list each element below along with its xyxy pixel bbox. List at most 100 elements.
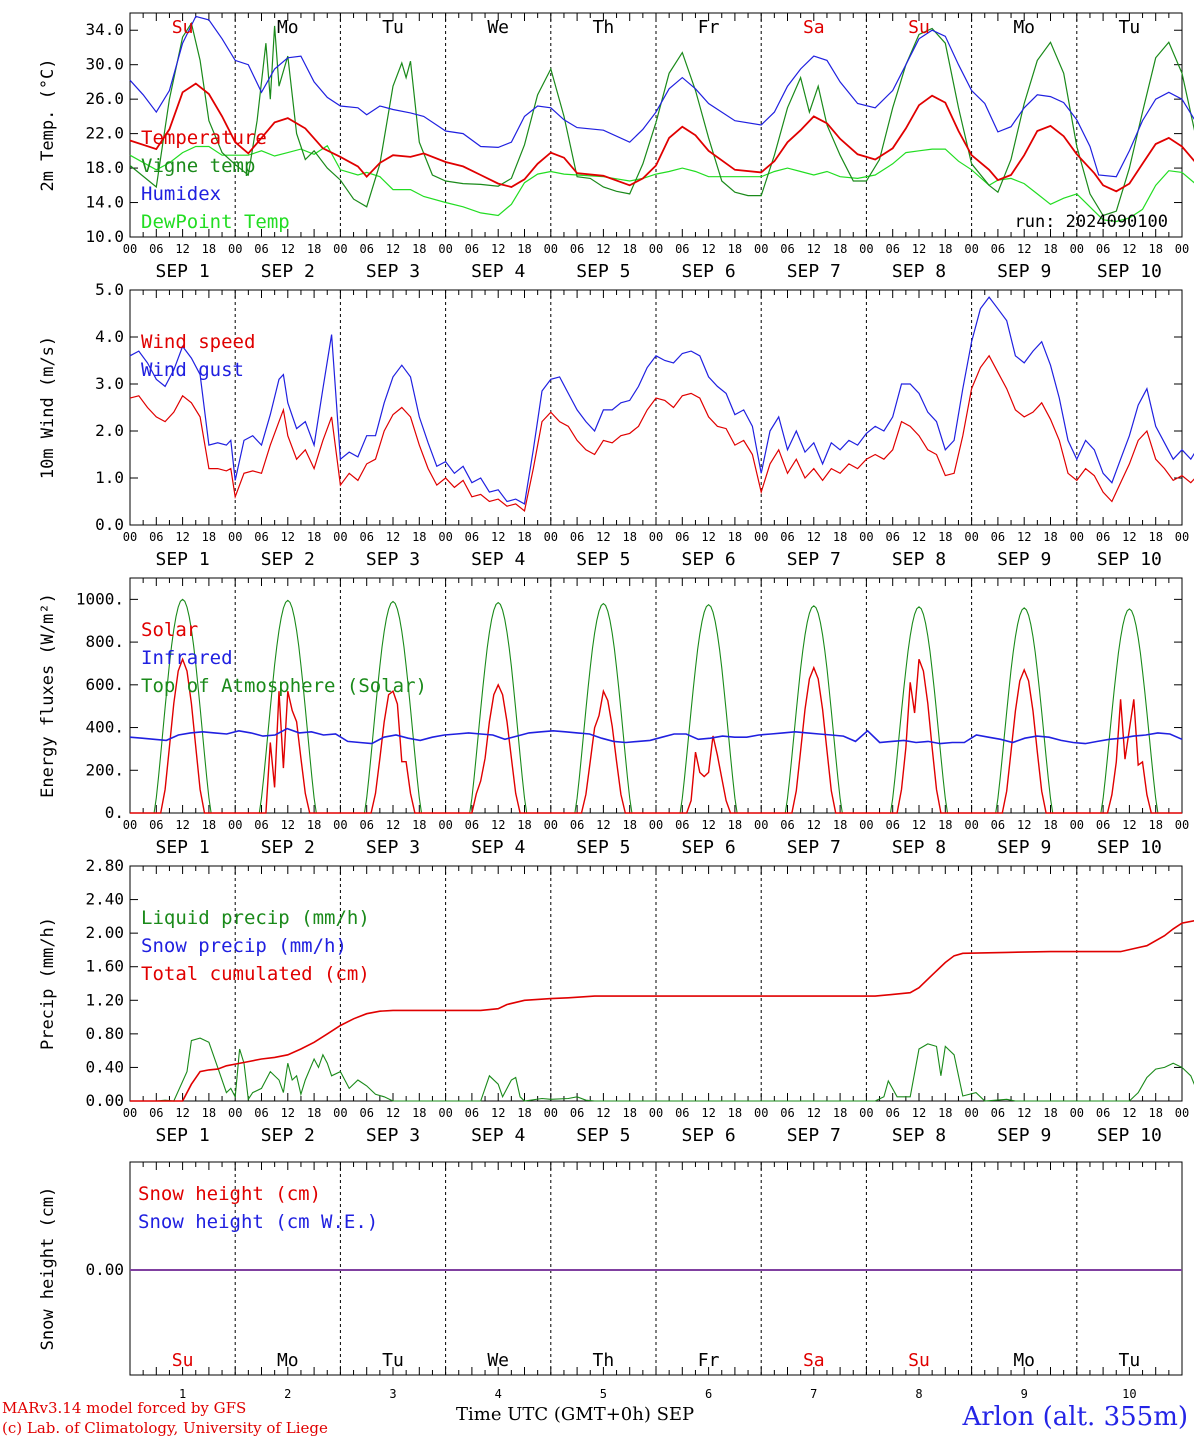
hour-tick-label: 06 xyxy=(570,818,584,832)
legend-entry: Solar xyxy=(141,619,198,641)
date-label: SEP 4 xyxy=(471,549,525,570)
hour-tick-label: 18 xyxy=(622,242,636,256)
hour-tick-label: 12 xyxy=(175,530,189,544)
hour-tick-label: 06 xyxy=(465,242,479,256)
hour-tick-label: 12 xyxy=(912,530,926,544)
hour-tick-label: 06 xyxy=(675,818,689,832)
hour-tick-label: 18 xyxy=(202,818,216,832)
hour-tick-label: 12 xyxy=(1017,818,1031,832)
hour-tick-label: 18 xyxy=(202,1106,216,1120)
y-tick-label: 0. xyxy=(105,803,124,822)
hour-tick-label: 00 xyxy=(859,818,873,832)
hour-tick-label: 12 xyxy=(386,818,400,832)
y-tick-label: 0.80 xyxy=(85,1024,124,1043)
legend-entry: Humidex xyxy=(141,183,221,205)
date-label: SEP 4 xyxy=(471,1125,525,1146)
hour-tick-label: 12 xyxy=(386,530,400,544)
day-name-bottom: We xyxy=(487,1350,509,1371)
legend-entry: Top of Atmosphere (Solar) xyxy=(141,675,427,697)
day-number: 9 xyxy=(1021,1387,1028,1401)
date-label: SEP 1 xyxy=(156,837,210,858)
hour-tick-label: 06 xyxy=(885,1106,899,1120)
hour-tick-label: 18 xyxy=(938,1106,952,1120)
date-label: SEP 2 xyxy=(261,1125,315,1146)
hour-tick-label: 12 xyxy=(701,818,715,832)
hour-tick-label: 06 xyxy=(991,818,1005,832)
hour-tick-label: 18 xyxy=(938,530,952,544)
hour-tick-label: 06 xyxy=(780,530,794,544)
hour-tick-label: 12 xyxy=(1122,818,1136,832)
y-tick-label: 1.0 xyxy=(95,468,124,487)
legend-entry: Infrared xyxy=(141,647,233,669)
hour-tick-label: 18 xyxy=(1043,818,1057,832)
date-label: SEP 7 xyxy=(787,549,841,570)
date-label: SEP 10 xyxy=(1097,549,1162,570)
y-tick-label: 200. xyxy=(85,760,124,779)
y-axis-label: Precip (mm/h) xyxy=(38,917,58,1050)
hour-tick-label: 18 xyxy=(728,242,742,256)
hour-tick-label: 00 xyxy=(964,242,978,256)
date-label: SEP 6 xyxy=(682,261,736,282)
y-tick-label: 30.0 xyxy=(85,55,124,74)
panel-4: 00 06 12 18 00 06 12 18 00 06 12 18 00 06 12 18 00 06 12 18… xyxy=(38,856,1194,1146)
y-tick-label: 26.0 xyxy=(85,89,124,108)
date-label: SEP 4 xyxy=(471,837,525,858)
hour-tick-label: 12 xyxy=(701,242,715,256)
hour-tick-label: 12 xyxy=(596,1106,610,1120)
hour-tick-label: 00 xyxy=(228,818,242,832)
hour-tick-label: 12 xyxy=(807,1106,821,1120)
day-name-top: Fr xyxy=(698,17,720,38)
day-name-bottom: Tu xyxy=(1119,1350,1141,1371)
hour-tick-label: 06 xyxy=(254,530,268,544)
hour-tick-label: 12 xyxy=(1017,1106,1031,1120)
date-label: SEP 10 xyxy=(1097,837,1162,858)
hour-tick-label: 00 xyxy=(1175,242,1189,256)
day-name-bottom: Tu xyxy=(382,1350,404,1371)
x-axis-title: Time UTC (GMT+0h) SEP xyxy=(456,1404,695,1425)
y-tick-label: 4.0 xyxy=(95,327,124,346)
hour-tick-label: 06 xyxy=(570,530,584,544)
day-name-top: Sa xyxy=(803,17,825,38)
y-tick-label: 34.0 xyxy=(85,20,124,39)
date-label: SEP 1 xyxy=(156,1125,210,1146)
hour-tick-label: 18 xyxy=(202,530,216,544)
hour-tick-label: 12 xyxy=(912,818,926,832)
date-label: SEP 6 xyxy=(682,1125,736,1146)
series-line xyxy=(130,919,1194,1102)
hour-tick-label: 12 xyxy=(596,242,610,256)
hour-tick-label: 00 xyxy=(1070,530,1084,544)
legend-entry: Snow height (cm) xyxy=(138,1183,321,1205)
y-tick-label: 0.00 xyxy=(85,1091,124,1110)
hour-tick-label: 12 xyxy=(1122,530,1136,544)
date-label: SEP 5 xyxy=(576,261,630,282)
hour-tick-label: 00 xyxy=(1175,530,1189,544)
date-label: SEP 6 xyxy=(682,837,736,858)
legend-entry: Liquid precip (mm/h) xyxy=(141,907,370,929)
hour-tick-label: 00 xyxy=(544,242,558,256)
hour-tick-label: 06 xyxy=(149,242,163,256)
date-label: SEP 5 xyxy=(576,1125,630,1146)
y-axis-label: 10m Wind (m/s) xyxy=(38,336,58,479)
hour-tick-label: 18 xyxy=(728,530,742,544)
hour-tick-label: 00 xyxy=(754,818,768,832)
hour-tick-label: 18 xyxy=(412,242,426,256)
date-label: SEP 6 xyxy=(682,549,736,570)
y-tick-label: 0.00 xyxy=(85,1260,124,1279)
y-tick-label: 2.00 xyxy=(85,923,124,942)
day-name-top: Tu xyxy=(1119,17,1141,38)
hour-tick-label: 00 xyxy=(228,1106,242,1120)
hour-tick-label: 00 xyxy=(649,818,663,832)
y-tick-label: 2.40 xyxy=(85,890,124,909)
hour-tick-label: 00 xyxy=(1070,242,1084,256)
day-name-top: Th xyxy=(593,17,615,38)
day-number: 10 xyxy=(1122,1387,1136,1401)
y-tick-label: 0.40 xyxy=(85,1057,124,1076)
day-number: 3 xyxy=(389,1387,396,1401)
hour-tick-label: 12 xyxy=(596,818,610,832)
y-tick-label: 0.0 xyxy=(95,515,124,534)
y-axis-label: Energy fluxes (W/m²) xyxy=(38,593,58,798)
date-label: SEP 5 xyxy=(576,549,630,570)
station-name: Arlon (alt. 355m) xyxy=(962,1402,1188,1432)
hour-tick-label: 00 xyxy=(228,530,242,544)
y-tick-label: 1000. xyxy=(76,589,124,608)
